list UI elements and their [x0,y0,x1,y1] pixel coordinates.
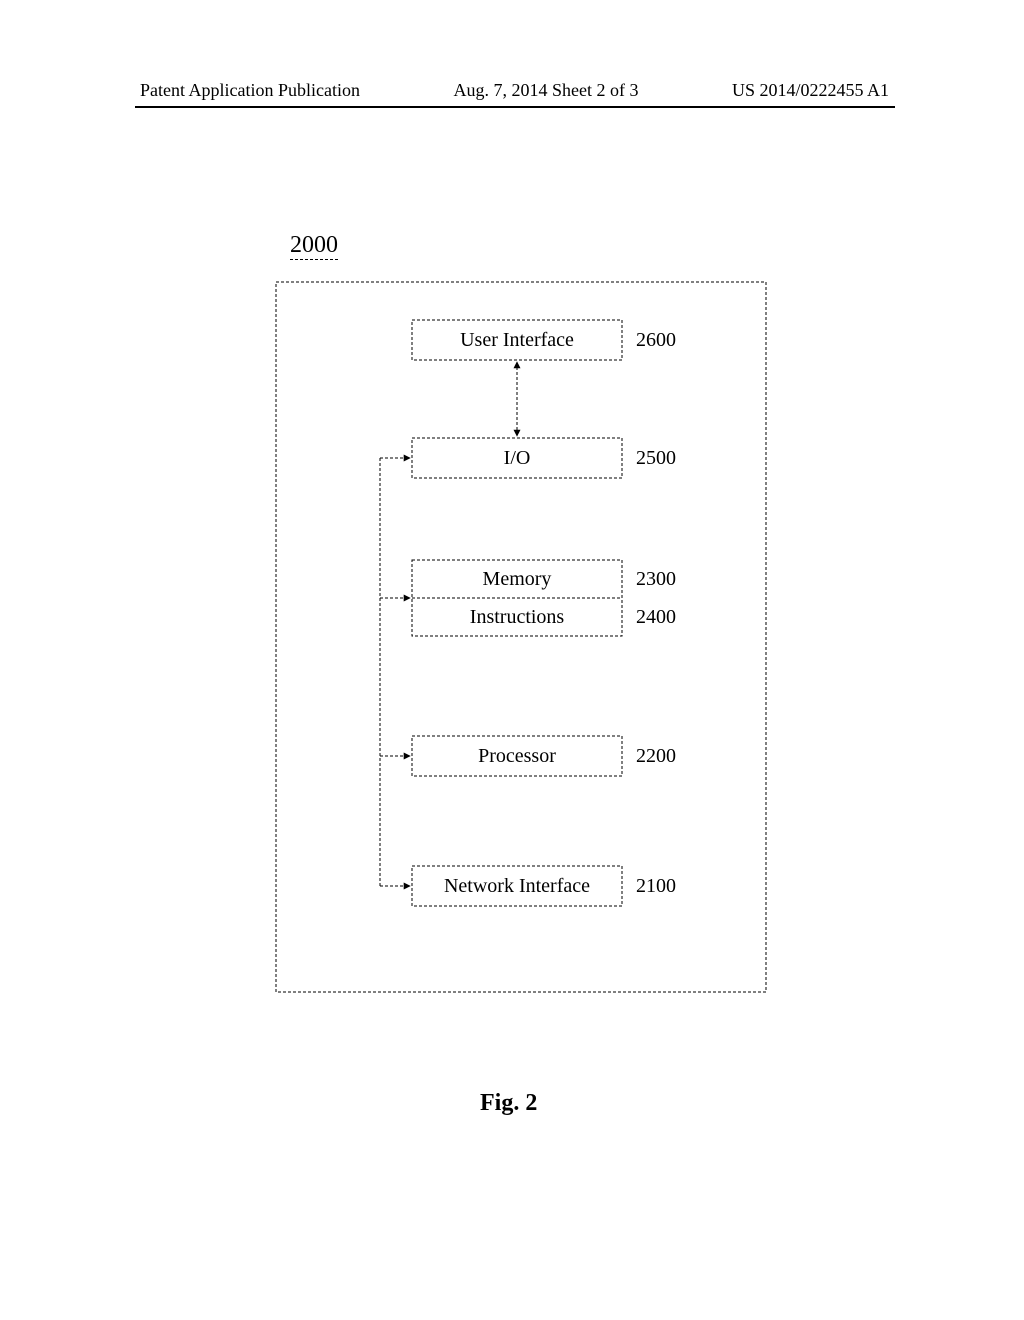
page-root: Patent Application Publication Aug. 7, 2… [0,0,1024,1320]
node-memory-label: Memory [483,568,552,590]
node-user-interface-label: User Interface [460,329,574,351]
node-io-ref: 2500 [636,447,676,469]
node-instructions-label: Instructions [470,606,565,628]
node-network-label: Network Interface [444,875,590,897]
node-memory: Memory 2300 Instructions 2400 [412,560,676,636]
node-processor-label: Processor [478,745,556,767]
figure-caption: Fig. 2 [480,1090,537,1117]
node-user-interface: User Interface 2600 [412,320,676,360]
node-memory-ref: 2300 [636,568,676,590]
node-instructions-ref: 2400 [636,606,676,628]
bus [380,458,410,886]
node-io: I/O 2500 [412,438,676,478]
diagram-svg: User Interface 2600 I/O 2500 Memory 2300… [0,0,1024,1320]
node-io-label: I/O [504,447,531,469]
node-user-interface-ref: 2600 [636,329,676,351]
node-processor: Processor 2200 [412,736,676,776]
node-network-interface: Network Interface 2100 [412,866,676,906]
node-network-ref: 2100 [636,875,676,897]
node-processor-ref: 2200 [636,745,676,767]
